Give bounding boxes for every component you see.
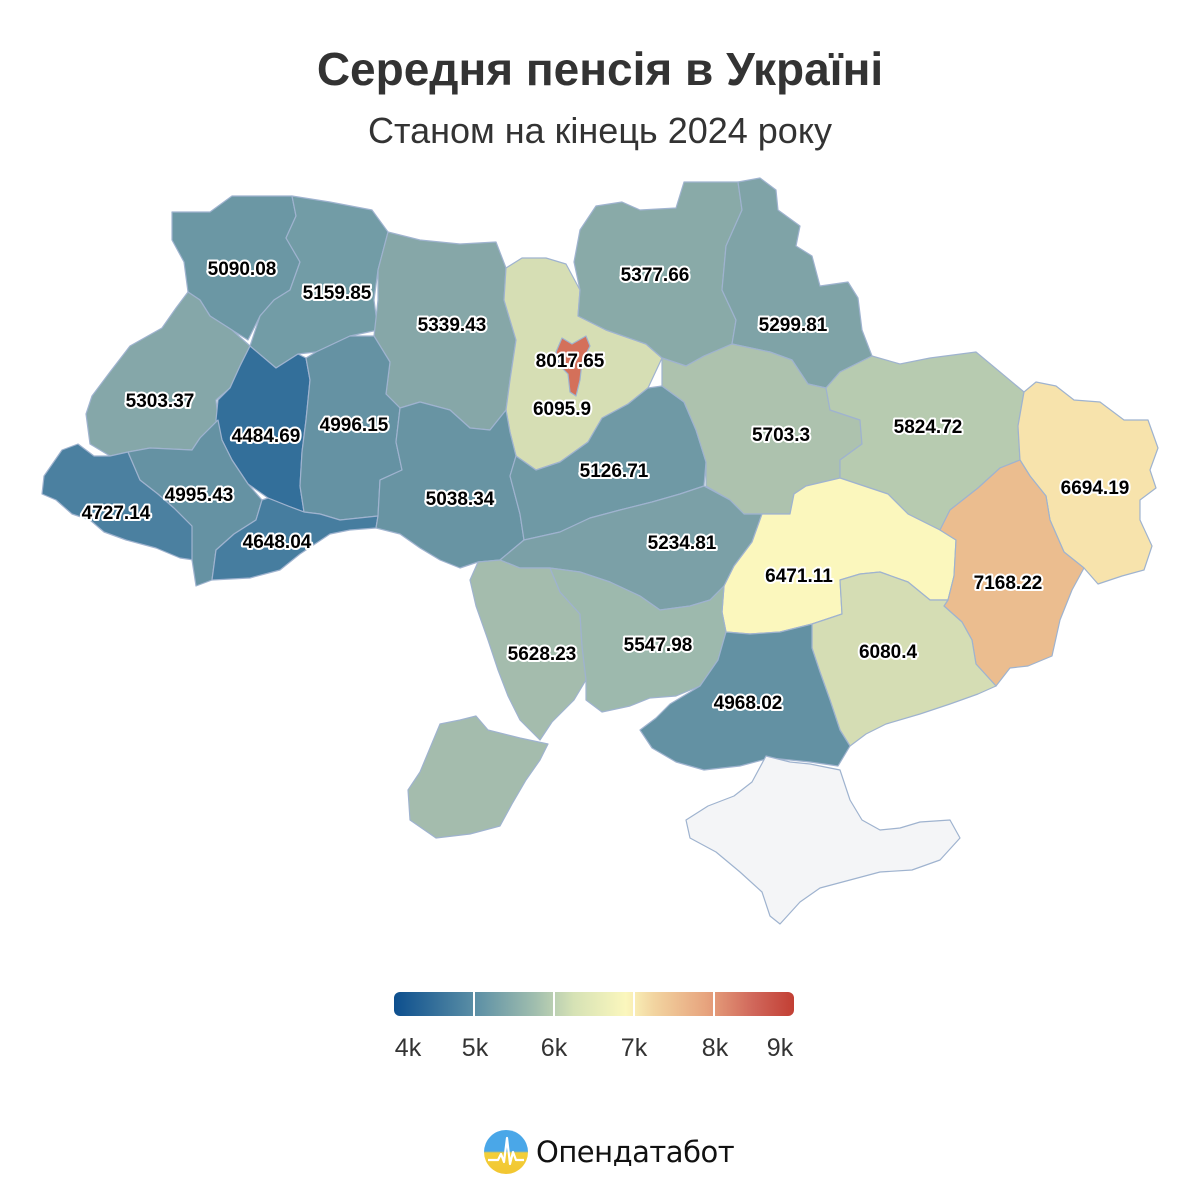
region-value-label: 6471.11 [765,566,833,587]
legend-tick-5k: 5k [461,1034,489,1062]
region-value-label: 4995.43 [165,485,234,506]
region-value-label: 4484.69 [232,426,301,447]
region-value-label: 7168.22 [974,573,1043,594]
legend-tick-8k: 8k [701,1034,729,1062]
region-value-label: 5628.23 [508,644,577,665]
legend-tick-7k: 7k [620,1034,648,1062]
region-r22[interactable] [407,559,587,839]
legend-separator [633,992,635,1016]
color-legend [394,992,794,1016]
region-value-label: 5303.37 [126,391,195,412]
legend-tick-9k: 9k [766,1034,794,1062]
region-value-label: 4727.14 [82,503,151,524]
region-value-label: 4648.04 [243,532,312,553]
legend-gradient-bar [394,992,794,1016]
region-value-label: 4996.15 [320,415,389,436]
region-value-label: 4968.02 [714,693,783,714]
region-r21[interactable] [939,459,1085,687]
region-value-label: 5090.08 [208,259,277,280]
page-title: Середня пенсія в Україні [316,43,884,95]
legend-tick-4k: 4k [394,1034,422,1062]
legend-separator [553,992,555,1016]
ukraine-map: 5090.08 5159.85 5339.43 6095.9 8017.65 5377.6… [41,177,1159,925]
region-value-label: 5038.34 [426,489,495,510]
region-r05[interactable] [555,335,591,397]
region-r26 [685,755,961,925]
region-value-label: 5159.85 [303,283,372,304]
page-subtitle: Станом на кінець 2024 року [368,110,832,151]
region-value-label: 5234.81 [648,533,717,554]
region-value-label: 5339.43 [418,315,487,336]
region-value-label: 5377.66 [621,265,690,286]
region-value-label: 6080.4 [859,642,918,663]
region-r25[interactable] [639,623,851,771]
legend-separator [713,992,715,1016]
region-value-label: 6095.9 [533,399,591,420]
region-labels: 5090.08 5159.85 5339.43 6095.9 8017.65 5377.6… [80,257,1132,716]
region-value-label: 5703.3 [752,425,810,446]
brand-logo-block[interactable]: Опендатабот [484,1130,735,1174]
region-value-label: 5299.81 [759,315,828,336]
opendatabot-logo-icon [484,1130,528,1174]
legend-tick-6k: 6k [540,1034,568,1062]
region-value-label: 5126.71 [580,461,649,482]
legend-separator [473,992,475,1016]
region-r11[interactable] [41,443,195,561]
region-value-label: 5824.72 [894,417,963,438]
region-value-label: 6694.19 [1061,478,1130,499]
region-value-label: 5547.98 [624,635,693,656]
region-r13[interactable] [211,497,379,581]
region-value-label: 8017.65 [536,351,605,372]
brand-name: Опендатабот [536,1135,735,1169]
region-r14[interactable] [375,401,525,569]
